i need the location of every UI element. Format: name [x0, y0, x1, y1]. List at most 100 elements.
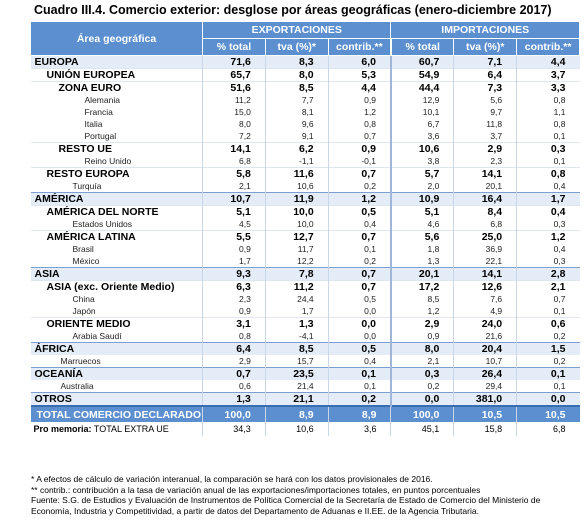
table-row: UNIÓN EUROPEA 65,7 8,0 5,3 54,9 6,4 3,7: [30, 68, 580, 82]
area-cell: OTROS: [30, 392, 203, 406]
value-cell: 1,2: [516, 230, 580, 243]
value-cell: 3,6: [389, 130, 454, 143]
value-cell: 4,5: [202, 218, 266, 231]
value-cell: 0,0: [327, 330, 391, 343]
value-cell: 10,1: [389, 106, 454, 118]
value-cell: 21,1: [264, 392, 329, 406]
footnote: Fuente: S.G. de Estudios y Evaluación de…: [31, 495, 541, 516]
value-cell: 24,0: [453, 317, 517, 330]
column-header: tva (%)*: [453, 38, 518, 56]
value-cell: 0,4: [516, 205, 580, 218]
value-cell: 1,3: [264, 317, 329, 330]
value-cell: 10,6: [389, 142, 454, 155]
value-cell: 10,7: [202, 192, 266, 206]
value-cell: 0,1: [516, 380, 580, 393]
value-cell: 0,0: [389, 392, 454, 406]
value-cell: 3,8: [389, 155, 454, 168]
value-cell: 1,8: [389, 243, 454, 255]
value-cell: 11,2: [202, 94, 266, 106]
value-cell: 1,3: [389, 255, 454, 268]
value-cell: 0,1: [516, 367, 580, 380]
table-row: Marruecos 2,9 15,7 0,4 2,1 10,7 0,2: [31, 355, 580, 368]
column-header: tva (%)*: [264, 38, 329, 56]
value-cell: 2,1: [202, 180, 266, 193]
value-cell: 9,7: [453, 106, 517, 118]
value-cell: 0,8: [516, 118, 580, 130]
area-cell: AMÉRICA LATINA: [30, 230, 203, 243]
value-cell: 8,0: [264, 68, 329, 82]
value-cell: 12,2: [264, 255, 329, 268]
area-cell: Japón: [72, 306, 96, 316]
area-cell: China: [72, 294, 95, 304]
table-row: OCEANÍA 0,7 23,5 0,1 0,3 26,4 0,1: [30, 367, 580, 380]
total-value: 100,0: [202, 405, 266, 422]
value-cell: 6,8: [202, 155, 266, 168]
value-cell: 0,1: [327, 380, 391, 393]
area-cell: RESTO EUROPA: [30, 167, 203, 180]
value-cell: 2,1: [389, 355, 454, 368]
value-cell: 6,4: [202, 342, 266, 355]
value-cell: 36,9: [453, 243, 517, 255]
table-row: Estados Unidos 4,5 10,0 0,4 4,6 6,8 0,3: [31, 218, 580, 231]
value-cell: 0,7: [516, 293, 580, 305]
value-cell: 7,3: [453, 81, 517, 94]
area-cell: EUROPA: [30, 55, 203, 69]
area-cell: ORIENTE MEDIO: [30, 317, 203, 330]
column-header: % total: [390, 38, 455, 56]
memo-label: Pro memoria: TOTAL EXTRA UE: [31, 422, 203, 436]
area-cell: OCEANÍA: [30, 367, 203, 380]
value-cell: 9,3: [202, 267, 266, 281]
value-cell: 0,0: [327, 317, 391, 330]
value-cell: 2,1: [516, 280, 580, 293]
value-cell: 5,1: [202, 205, 266, 218]
value-cell: 0,1: [516, 155, 580, 168]
value-cell: 15,7: [264, 355, 329, 368]
value-cell: 21,4: [264, 380, 329, 393]
value-cell: 8,3: [264, 55, 329, 69]
value-cell: 11,7: [264, 243, 329, 255]
table-row: EUROPA 71,6 8,3 6,0 60,7 7,1 4,4: [30, 55, 580, 69]
value-cell: 0,9: [202, 305, 266, 318]
area-cell: Alemania: [84, 95, 120, 105]
value-cell: 0,2: [516, 330, 580, 343]
table-row: ZONA EURO 51,6 8,5 4,4 44,4 7,3 3,3: [30, 81, 580, 94]
area-cell: Portugal: [84, 131, 117, 141]
value-cell: 5,5: [202, 230, 266, 243]
footnote: ** contrib.: contribución a la tasa de v…: [31, 484, 481, 495]
value-cell: 4,9: [453, 305, 517, 318]
value-cell: 6,8: [453, 218, 517, 231]
table-row: ÁFRICA 6,4 8,5 0,5 8,0 20,4 1,5: [30, 342, 580, 355]
table-row: RESTO EUROPA 5,8 11,6 0,7 5,7 14,1 0,8: [30, 167, 580, 180]
column-header: % total: [202, 38, 266, 56]
value-cell: 12,7: [264, 230, 329, 243]
value-cell: 24,4: [264, 293, 329, 305]
value-cell: 9,6: [264, 118, 329, 130]
table-row: México 1,7 12,2 0,2 1,3 22,1 0,3: [31, 255, 580, 268]
value-cell: 0,8: [327, 118, 391, 130]
value-cell: 1,7: [516, 192, 580, 206]
group-header: EXPORTACIONES: [201, 21, 392, 39]
table-row: Italia 8,0 9,6 0,8 6,7 11,8 0,8: [31, 118, 580, 130]
value-cell: 60,7: [389, 55, 454, 69]
memo-value: 6,8: [516, 422, 580, 436]
total-value: 100,0: [390, 405, 454, 422]
value-cell: 71,6: [202, 55, 266, 69]
value-cell: 14,1: [453, 267, 517, 281]
value-cell: 2,9: [453, 142, 517, 155]
value-cell: 7,6: [453, 293, 517, 305]
value-cell: 15,0: [202, 106, 266, 118]
value-cell: 8,0: [202, 118, 266, 130]
value-cell: 4,4: [516, 55, 580, 69]
value-cell: 2,3: [202, 293, 266, 305]
value-cell: 7,8: [264, 267, 329, 281]
value-cell: 0,9: [389, 330, 454, 343]
value-cell: 0,4: [516, 243, 580, 255]
value-cell: 0,9: [327, 94, 391, 106]
value-cell: 26,4: [453, 367, 517, 380]
value-cell: 0,7: [327, 267, 391, 281]
value-cell: 1,2: [327, 192, 391, 206]
value-cell: 14,1: [453, 167, 517, 180]
memo-value: 45,1: [390, 422, 454, 436]
total-value: 10,5: [516, 405, 580, 422]
